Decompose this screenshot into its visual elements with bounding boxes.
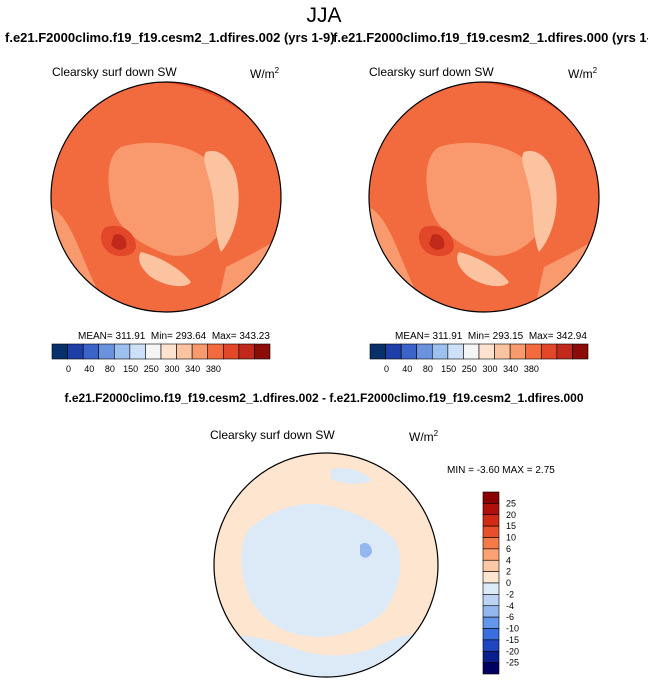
panel1-colorbar-box xyxy=(191,343,209,360)
panel2-colorbar-tick-label: 0 xyxy=(384,364,389,374)
panel3-colorbar-box xyxy=(482,514,500,527)
panel2-colorbar-box xyxy=(463,343,480,360)
panel1-colorbar-box xyxy=(254,343,271,360)
panel1-colorbar: 0 40 80 150 250 300 340 380 xyxy=(51,343,271,374)
panel3-colorbar-box xyxy=(482,525,500,538)
panel1-colorbar-box xyxy=(207,343,224,360)
panel2-colorbar-tick-label: 340 xyxy=(503,364,518,374)
panel3-map xyxy=(213,452,439,678)
panel3-colorbar-tick-label: -6 xyxy=(506,612,514,622)
panel2-colorbar-box xyxy=(540,343,558,360)
case-a-title: f.e21.F2000climo.f19_f19.cesm2_1.dfires.… xyxy=(5,30,335,45)
panel3-colorbar-tick-label: -20 xyxy=(506,646,519,656)
panel2-colorbar-tick-label: 40 xyxy=(402,364,412,374)
panel3-colorbar-box xyxy=(482,582,500,595)
panel3-colorbar-tick-label: -25 xyxy=(506,658,519,668)
panel3-colorbar-tick-label: -10 xyxy=(506,624,519,634)
panel3-colorbar-tick-label: 10 xyxy=(506,533,516,543)
panel3-colorbar-tick-label: 6 xyxy=(506,544,511,554)
panel2-map xyxy=(368,81,600,313)
panel1-colorbar-tick-label: 0 xyxy=(66,364,71,374)
panel3-colorbar-tick-label: -4 xyxy=(506,601,514,611)
panel3-colorbar-tick-label: 20 xyxy=(506,510,516,520)
figure-title: JJA xyxy=(306,4,342,27)
panel3-colorbar-tick-label: 25 xyxy=(506,498,516,508)
panel2-colorbar-tick-label: 300 xyxy=(482,364,497,374)
panel3-colorbar-box xyxy=(482,662,500,675)
panel1-units: W/m2 xyxy=(250,66,280,81)
panel1-colorbar-tick-label: 300 xyxy=(164,364,179,374)
panel1-colorbar-box xyxy=(82,343,100,360)
panel2-colorbar: 0 40 80 150 250 300 340 380 xyxy=(369,343,589,374)
panel2-colorbar-box xyxy=(369,343,386,360)
panel3-colorbar-box xyxy=(482,571,500,584)
panel1-colorbar-box xyxy=(129,343,146,360)
panel3-colorbar-box xyxy=(482,650,500,663)
panel2-colorbar-box xyxy=(509,343,527,360)
panel1-colorbar-box xyxy=(113,343,131,360)
panel3-colorbar-tick-label: -15 xyxy=(506,635,519,645)
panel3-stats: MIN = -3.60 MAX = 2.75 xyxy=(447,465,555,476)
panel2-colorbar-tick-label: 250 xyxy=(462,364,477,374)
panel3-colorbar-box xyxy=(482,503,500,516)
panel2-colorbar-tick-label: 380 xyxy=(524,364,539,374)
panel1-colorbar-tick-label: 80 xyxy=(105,364,115,374)
panel2-colorbar-box xyxy=(494,343,511,360)
panel3-colorbar-box xyxy=(482,491,500,504)
panel1-colorbar-box xyxy=(51,343,68,360)
panel3-colorbar-box xyxy=(482,616,500,629)
panel2-colorbar-box xyxy=(525,343,542,360)
panel1-stats: MEAN= 311.91 Min= 293.64 Max= 343.23 xyxy=(78,331,270,342)
difference-title: f.e21.F2000climo.f19_f19.cesm2_1.dfires.… xyxy=(64,391,584,405)
panel3-colorbar-tick-label: 4 xyxy=(506,555,511,565)
panel2-colorbar-box xyxy=(478,343,495,360)
panel3-colorbar-tick-label: 2 xyxy=(506,567,511,577)
panel3-variable-title: Clearsky surf down SW xyxy=(210,428,335,442)
panel1-colorbar-box xyxy=(145,343,162,360)
panel2-colorbar-box xyxy=(400,343,418,360)
panel2-colorbar-box xyxy=(431,343,449,360)
panel3-colorbar-box xyxy=(482,548,500,561)
case-b-title: f.e21.F2000climo.f19_f19.cesm2_1.dfires.… xyxy=(333,30,648,45)
panel3-colorbar-box xyxy=(482,559,500,572)
panel1-colorbar-tick-label: 380 xyxy=(206,364,221,374)
panel3-colorbar-box xyxy=(482,628,500,641)
panel2-colorbar-box xyxy=(572,343,589,360)
panel1-colorbar-box xyxy=(176,343,193,360)
panel3-colorbar-box xyxy=(482,639,500,652)
panel1-colorbar-tick-label: 340 xyxy=(185,364,200,374)
panel2-variable-title: Clearsky surf down SW xyxy=(369,65,494,79)
panel1-colorbar-box xyxy=(160,343,177,360)
panel1-colorbar-tick-label: 250 xyxy=(144,364,159,374)
panel3-map-border xyxy=(213,452,439,678)
panel3-colorbar-tick-label: 15 xyxy=(506,521,516,531)
panel3-colorbar-box xyxy=(482,594,500,607)
panel3-colorbar-box xyxy=(482,605,500,618)
panel2-colorbar-box xyxy=(416,343,433,360)
panel2-colorbar-tick-label: 80 xyxy=(423,364,433,374)
panel2-map-border xyxy=(368,81,600,313)
panel1-colorbar-box xyxy=(238,343,255,360)
panel2-colorbar-box xyxy=(447,343,464,360)
panel1-map-border xyxy=(50,81,282,313)
panel1-colorbar-box xyxy=(67,343,84,360)
panel3-colorbar-tick-label: 0 xyxy=(506,578,511,588)
panel1-colorbar-box xyxy=(98,343,115,360)
panel1-colorbar-box xyxy=(222,343,240,360)
panel3-colorbar-box xyxy=(482,537,500,550)
panel1-colorbar-tick-label: 150 xyxy=(123,364,138,374)
panel1-colorbar-tick-label: 40 xyxy=(84,364,94,374)
panel2-colorbar-box xyxy=(556,343,573,360)
panel1-map xyxy=(50,81,282,313)
panel2-colorbar-box xyxy=(385,343,402,360)
panel2-stats: MEAN= 311.91 Min= 293.15 Max= 342.94 xyxy=(395,331,587,342)
panel2-units: W/m2 xyxy=(568,66,598,81)
panel1-variable-title: Clearsky surf down SW xyxy=(52,65,177,79)
panel3-colorbar-tick-label: -2 xyxy=(506,589,514,599)
panel2-colorbar-tick-label: 150 xyxy=(441,364,456,374)
panel3-units: W/m2 xyxy=(409,429,439,444)
